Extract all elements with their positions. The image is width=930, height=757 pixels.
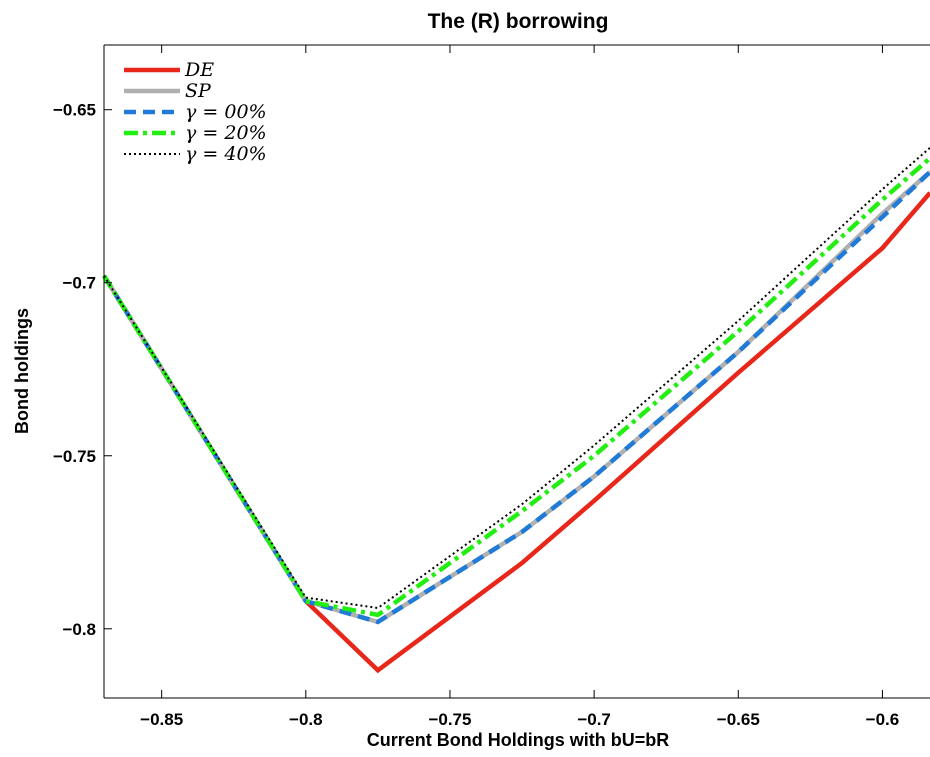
chart-title: The (R) borrowing (428, 10, 609, 33)
legend-label-00: γ = 00% (185, 101, 267, 123)
x-axis-label: Current Bond Holdings with bU=bR (367, 730, 669, 750)
legend-label-40: γ = 40% (185, 143, 267, 165)
legend-label-20: γ = 20% (185, 122, 267, 144)
legend-label-sp: SP (185, 80, 212, 102)
x-tick-label: −0.65 (717, 710, 760, 729)
series-line-de (102, 191, 930, 674)
y-tick-label: −0.65 (53, 101, 96, 120)
plot-area (104, 45, 930, 698)
y-tick-label: −0.8 (62, 620, 96, 639)
series-line-40 (103, 147, 930, 610)
x-ticks: −0.85 −0.8 −0.75 −0.7 −0.65 −0.6 (140, 45, 899, 729)
y-ticks: −0.65 −0.7 −0.75 −0.8 (53, 101, 112, 639)
x-tick-label: −0.85 (140, 710, 183, 729)
legend-label-de: DE (184, 59, 214, 81)
x-tick-label: −0.75 (428, 710, 471, 729)
y-tick-label: −0.75 (53, 447, 96, 466)
x-tick-label: −0.7 (577, 710, 611, 729)
x-tick-label: −0.6 (866, 710, 900, 729)
x-tick-label: −0.8 (289, 710, 323, 729)
series-layer (102, 147, 930, 674)
series-line-00 (102, 170, 930, 625)
y-tick-label: −0.7 (62, 274, 96, 293)
series-line-20 (102, 156, 930, 618)
y-axis-label: Bond holdings (12, 308, 32, 434)
